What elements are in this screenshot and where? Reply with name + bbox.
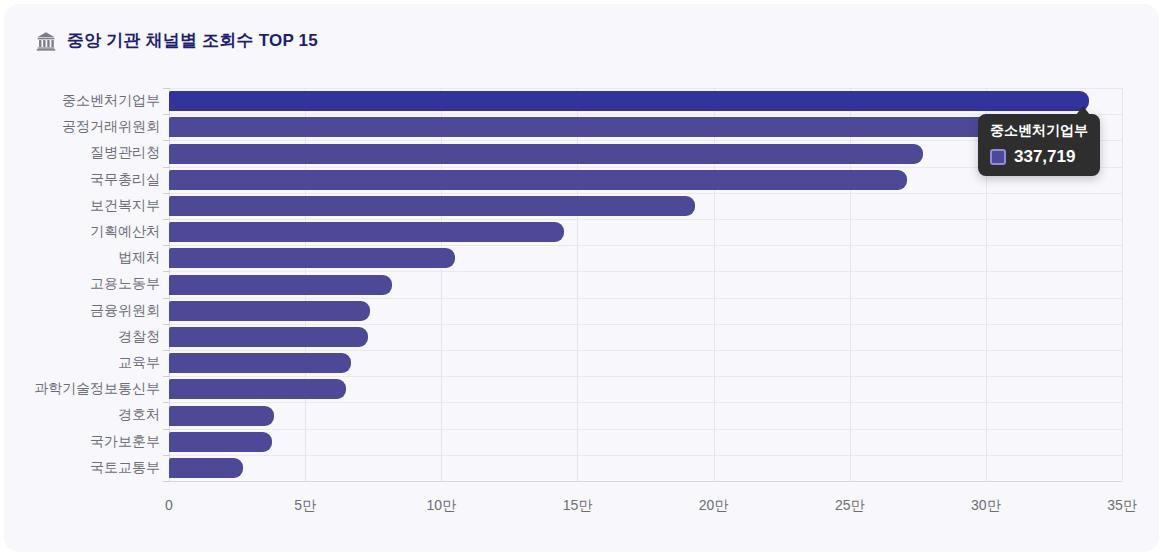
y-axis-tick: [163, 402, 169, 403]
y-axis-tick: [163, 350, 169, 351]
y-axis-label: 국무총리실: [8, 167, 160, 193]
y-axis-tick: [163, 140, 169, 141]
gridline-horizontal: [169, 429, 1122, 430]
bar[interactable]: [169, 248, 455, 268]
bar[interactable]: [169, 275, 392, 295]
y-axis-tick: [163, 376, 169, 377]
bar[interactable]: [169, 353, 351, 373]
y-axis-tick: [163, 455, 169, 456]
y-axis-tick: [163, 429, 169, 430]
y-axis-label: 경찰청: [8, 324, 160, 350]
y-axis-tick: [163, 167, 169, 168]
x-axis-line: [169, 481, 1122, 482]
bar[interactable]: [169, 144, 923, 164]
gridline-horizontal: [169, 219, 1122, 220]
y-axis-tick: [163, 88, 169, 89]
y-axis-label: 공정거래위원회: [8, 114, 160, 140]
y-axis-label: 경호처: [8, 402, 160, 428]
bar[interactable]: [169, 222, 564, 242]
y-axis-tick: [163, 245, 169, 246]
y-axis-tick: [163, 481, 169, 482]
y-axis-tick: [163, 298, 169, 299]
y-axis-tick: [163, 114, 169, 115]
tooltip-arrow: [1076, 106, 1090, 115]
tooltip-series-name: 중소벤처기업부: [990, 122, 1088, 140]
x-axis-tick-label: 15만: [563, 497, 593, 515]
y-axis-label: 고용노동부: [8, 271, 160, 297]
bar[interactable]: [169, 117, 1040, 137]
gridline-horizontal: [169, 245, 1122, 246]
bar[interactable]: [169, 327, 368, 347]
bar[interactable]: [169, 458, 243, 478]
y-axis-label: 국가보훈부: [8, 429, 160, 455]
gridline-vertical: [1122, 88, 1123, 481]
x-axis-tick-label: 5만: [294, 497, 316, 515]
x-axis-tick-label: 10만: [426, 497, 456, 515]
bar[interactable]: [169, 301, 370, 321]
gridline-horizontal: [169, 193, 1122, 194]
bar[interactable]: [169, 170, 907, 190]
y-axis-label: 보건복지부: [8, 193, 160, 219]
y-axis-tick: [163, 271, 169, 272]
bar[interactable]: [169, 379, 346, 399]
y-axis-label: 질병관리청: [8, 140, 160, 166]
x-axis-tick-label: 20만: [699, 497, 729, 515]
gridline-horizontal: [169, 376, 1122, 377]
gridline-horizontal: [169, 350, 1122, 351]
gridline-horizontal: [169, 114, 1122, 115]
y-axis-tick: [163, 193, 169, 194]
y-axis-label: 기획예산처: [8, 219, 160, 245]
y-axis-label: 금융위원회: [8, 298, 160, 324]
y-axis-label: 교육부: [8, 350, 160, 376]
gridline-horizontal: [169, 402, 1122, 403]
y-axis-tick: [163, 219, 169, 220]
bank-icon: [35, 30, 57, 52]
gridline-horizontal: [169, 298, 1122, 299]
y-axis-label: 과학기술정보통신부: [8, 376, 160, 402]
tooltip-value-row: 337,719: [990, 147, 1088, 167]
bar[interactable]: [169, 432, 272, 452]
y-axis-label: 중소벤처기업부: [8, 88, 160, 114]
gridline-horizontal: [169, 88, 1122, 89]
bar-chart: 05만10만15만20만25만30만35만중소벤처기업부공정거래위원회질병관리청…: [0, 0, 1163, 556]
gridline-horizontal: [169, 324, 1122, 325]
y-axis-label: 국토교통부: [8, 455, 160, 481]
y-axis-tick: [163, 324, 169, 325]
y-axis-label: 법제처: [8, 245, 160, 271]
x-axis-tick-label: 25만: [835, 497, 865, 515]
page-title: 중앙 기관 채널별 조회수 TOP 15: [67, 29, 318, 52]
x-axis-tick-label: 35만: [1107, 497, 1137, 515]
x-axis-tick-label: 0: [165, 497, 173, 513]
gridline-horizontal: [169, 455, 1122, 456]
tooltip-value: 337,719: [1014, 147, 1075, 167]
bar[interactable]: [169, 406, 274, 426]
chart-title-row: 중앙 기관 채널별 조회수 TOP 15: [35, 29, 318, 52]
bar[interactable]: [169, 196, 695, 216]
tooltip-series-swatch: [990, 149, 1006, 165]
gridline-horizontal: [169, 271, 1122, 272]
chart-tooltip: 중소벤처기업부 337,719: [978, 114, 1100, 176]
x-axis-tick-label: 30만: [971, 497, 1001, 515]
bar[interactable]: [169, 91, 1089, 111]
